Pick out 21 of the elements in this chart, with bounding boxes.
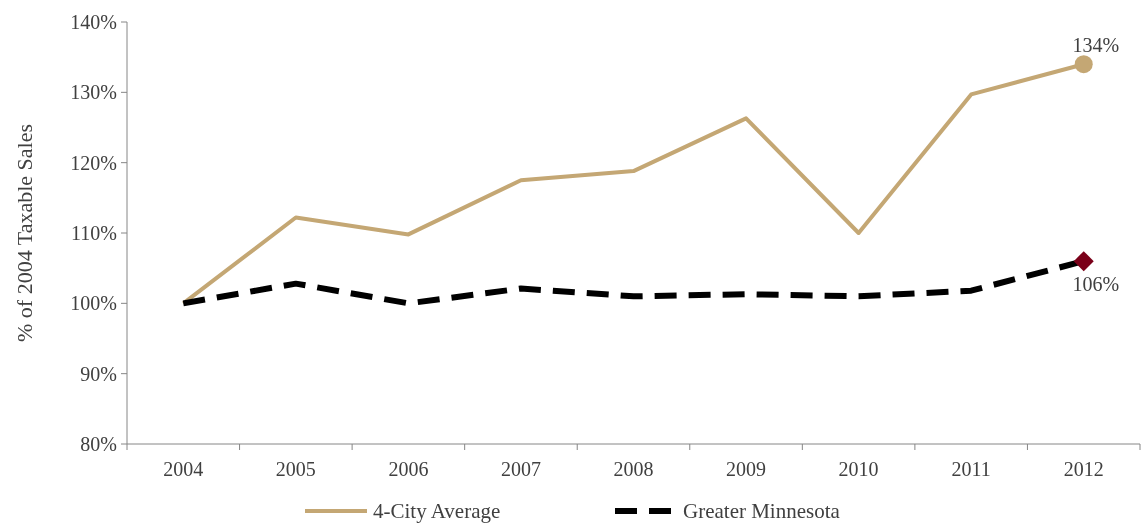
- x-tick-label: 2011: [951, 458, 991, 480]
- y-axis-title: % of 2004 Taxable Sales: [12, 123, 37, 343]
- x-tick-label: 2005: [275, 458, 316, 480]
- y-tick-label: 90%: [80, 362, 117, 385]
- y-tick-label: 120%: [70, 151, 117, 174]
- x-tick-label: 2010: [838, 458, 879, 480]
- legend-label: Greater Minnesota: [683, 499, 841, 524]
- x-tick-label: 2009: [726, 458, 767, 480]
- x-tick-label: 2008: [613, 458, 654, 480]
- data-label: 106%: [1072, 273, 1120, 296]
- x-tick-label: 2007: [500, 458, 541, 480]
- y-tick-label: 110%: [71, 222, 117, 244]
- y-tick-label: 100%: [70, 292, 117, 315]
- x-tick-label: 2012: [1063, 458, 1104, 480]
- x-tick-label: 2006: [388, 458, 429, 480]
- legend-label: 4-City Average: [373, 499, 501, 524]
- y-tick-label: 140%: [70, 11, 117, 33]
- y-tick-label: 80%: [80, 433, 117, 455]
- x-tick-label: 2004: [163, 458, 204, 480]
- y-tick-label: 130%: [70, 81, 117, 104]
- data-label: 134%: [1072, 34, 1120, 57]
